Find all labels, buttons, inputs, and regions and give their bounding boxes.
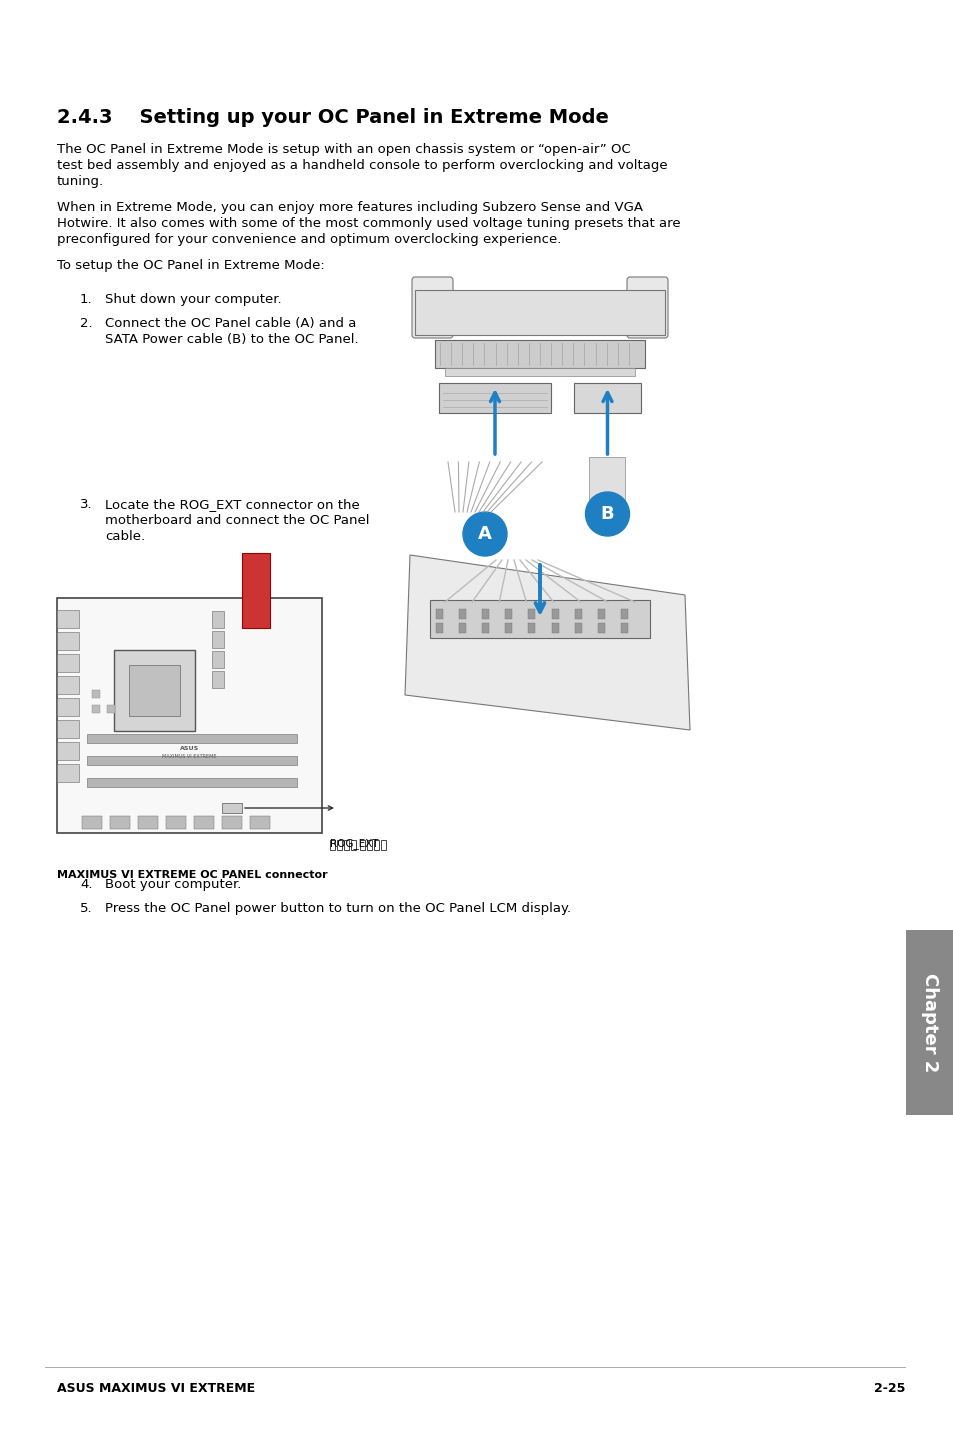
FancyBboxPatch shape xyxy=(620,623,627,633)
FancyBboxPatch shape xyxy=(344,840,349,850)
FancyBboxPatch shape xyxy=(620,610,627,618)
FancyBboxPatch shape xyxy=(551,623,558,633)
FancyBboxPatch shape xyxy=(330,840,335,850)
Text: 4.: 4. xyxy=(80,879,92,892)
Text: Hotwire. It also comes with some of the most commonly used voltage tuning preset: Hotwire. It also comes with some of the … xyxy=(57,217,679,230)
FancyBboxPatch shape xyxy=(57,764,79,782)
Text: motherboard and connect the OC Panel: motherboard and connect the OC Panel xyxy=(105,513,369,526)
Circle shape xyxy=(585,492,629,536)
FancyBboxPatch shape xyxy=(193,815,213,828)
FancyBboxPatch shape xyxy=(57,742,79,761)
FancyBboxPatch shape xyxy=(138,815,158,828)
FancyBboxPatch shape xyxy=(212,651,224,669)
Text: ROG_EXT: ROG_EXT xyxy=(330,838,378,848)
FancyBboxPatch shape xyxy=(250,815,270,828)
FancyBboxPatch shape xyxy=(436,610,442,618)
Text: SATA Power cable (B) to the OC Panel.: SATA Power cable (B) to the OC Panel. xyxy=(105,334,358,347)
FancyBboxPatch shape xyxy=(82,815,102,828)
FancyBboxPatch shape xyxy=(430,600,649,638)
Text: 1.: 1. xyxy=(80,293,92,306)
FancyBboxPatch shape xyxy=(110,815,130,828)
FancyBboxPatch shape xyxy=(166,815,186,828)
FancyBboxPatch shape xyxy=(336,840,342,850)
FancyBboxPatch shape xyxy=(412,278,453,338)
FancyBboxPatch shape xyxy=(458,623,466,633)
Text: Shut down your computer.: Shut down your computer. xyxy=(105,293,281,306)
FancyBboxPatch shape xyxy=(589,457,625,502)
FancyBboxPatch shape xyxy=(212,611,224,628)
FancyBboxPatch shape xyxy=(435,339,644,368)
FancyBboxPatch shape xyxy=(107,705,115,713)
Text: A: A xyxy=(477,525,492,544)
FancyBboxPatch shape xyxy=(528,623,535,633)
FancyBboxPatch shape xyxy=(598,623,604,633)
Text: Chapter 2: Chapter 2 xyxy=(920,974,938,1073)
FancyBboxPatch shape xyxy=(222,815,242,828)
Text: 2.4.3    Setting up your OC Panel in Extreme Mode: 2.4.3 Setting up your OC Panel in Extrem… xyxy=(57,108,608,127)
FancyBboxPatch shape xyxy=(87,733,296,743)
FancyBboxPatch shape xyxy=(222,802,242,812)
FancyBboxPatch shape xyxy=(905,930,953,1114)
Text: ASUS MAXIMUS VI EXTREME: ASUS MAXIMUS VI EXTREME xyxy=(57,1382,254,1395)
FancyBboxPatch shape xyxy=(57,598,322,833)
FancyBboxPatch shape xyxy=(351,840,356,850)
Text: test bed assembly and enjoyed as a handheld console to perform overclocking and : test bed assembly and enjoyed as a handh… xyxy=(57,160,667,173)
FancyBboxPatch shape xyxy=(438,383,551,413)
FancyBboxPatch shape xyxy=(574,623,581,633)
FancyBboxPatch shape xyxy=(212,672,224,687)
FancyBboxPatch shape xyxy=(436,623,442,633)
FancyBboxPatch shape xyxy=(598,610,604,618)
FancyBboxPatch shape xyxy=(626,278,667,338)
Text: ASUS: ASUS xyxy=(180,746,199,751)
FancyBboxPatch shape xyxy=(481,623,489,633)
FancyBboxPatch shape xyxy=(242,554,270,628)
FancyBboxPatch shape xyxy=(528,610,535,618)
Text: tuning.: tuning. xyxy=(57,175,104,188)
FancyBboxPatch shape xyxy=(481,610,489,618)
FancyBboxPatch shape xyxy=(57,610,79,628)
FancyBboxPatch shape xyxy=(91,690,100,697)
FancyBboxPatch shape xyxy=(574,610,581,618)
FancyBboxPatch shape xyxy=(374,840,379,850)
Text: Press the OC Panel power button to turn on the OC Panel LCM display.: Press the OC Panel power button to turn … xyxy=(105,902,571,915)
Text: When in Extreme Mode, you can enjoy more features including Subzero Sense and VG: When in Extreme Mode, you can enjoy more… xyxy=(57,201,642,214)
FancyBboxPatch shape xyxy=(505,610,512,618)
FancyBboxPatch shape xyxy=(129,664,180,716)
Text: B: B xyxy=(600,505,614,523)
FancyBboxPatch shape xyxy=(444,368,635,375)
Text: MAXIMUS VI EXTREME: MAXIMUS VI EXTREME xyxy=(162,754,216,759)
FancyBboxPatch shape xyxy=(57,654,79,672)
Text: cable.: cable. xyxy=(105,531,145,544)
Text: preconfigured for your convenience and optimum overclocking experience.: preconfigured for your convenience and o… xyxy=(57,233,560,246)
FancyBboxPatch shape xyxy=(57,720,79,738)
FancyBboxPatch shape xyxy=(57,697,79,716)
FancyBboxPatch shape xyxy=(57,676,79,695)
Circle shape xyxy=(462,512,506,557)
Text: 2-25: 2-25 xyxy=(873,1382,904,1395)
FancyBboxPatch shape xyxy=(87,756,296,765)
Text: Boot your computer.: Boot your computer. xyxy=(105,879,241,892)
FancyBboxPatch shape xyxy=(87,778,296,787)
Polygon shape xyxy=(405,555,689,731)
FancyBboxPatch shape xyxy=(367,840,372,850)
FancyBboxPatch shape xyxy=(113,650,194,731)
Text: 5.: 5. xyxy=(80,902,92,915)
FancyBboxPatch shape xyxy=(458,610,466,618)
FancyBboxPatch shape xyxy=(505,623,512,633)
FancyBboxPatch shape xyxy=(57,631,79,650)
Text: MAXIMUS VI EXTREME OC PANEL connector: MAXIMUS VI EXTREME OC PANEL connector xyxy=(57,870,327,880)
Text: 3.: 3. xyxy=(80,498,92,510)
FancyBboxPatch shape xyxy=(551,610,558,618)
FancyBboxPatch shape xyxy=(380,840,386,850)
FancyBboxPatch shape xyxy=(91,705,100,713)
Text: 2.: 2. xyxy=(80,316,92,329)
Text: The OC Panel in Extreme Mode is setup with an open chassis system or “open-air” : The OC Panel in Extreme Mode is setup wi… xyxy=(57,142,630,155)
FancyBboxPatch shape xyxy=(415,290,664,335)
FancyBboxPatch shape xyxy=(359,840,365,850)
Text: To setup the OC Panel in Extreme Mode:: To setup the OC Panel in Extreme Mode: xyxy=(57,259,324,272)
Text: Connect the OC Panel cable (A) and a: Connect the OC Panel cable (A) and a xyxy=(105,316,356,329)
FancyBboxPatch shape xyxy=(574,383,640,413)
FancyBboxPatch shape xyxy=(212,631,224,649)
Text: Locate the ROG_EXT connector on the: Locate the ROG_EXT connector on the xyxy=(105,498,359,510)
